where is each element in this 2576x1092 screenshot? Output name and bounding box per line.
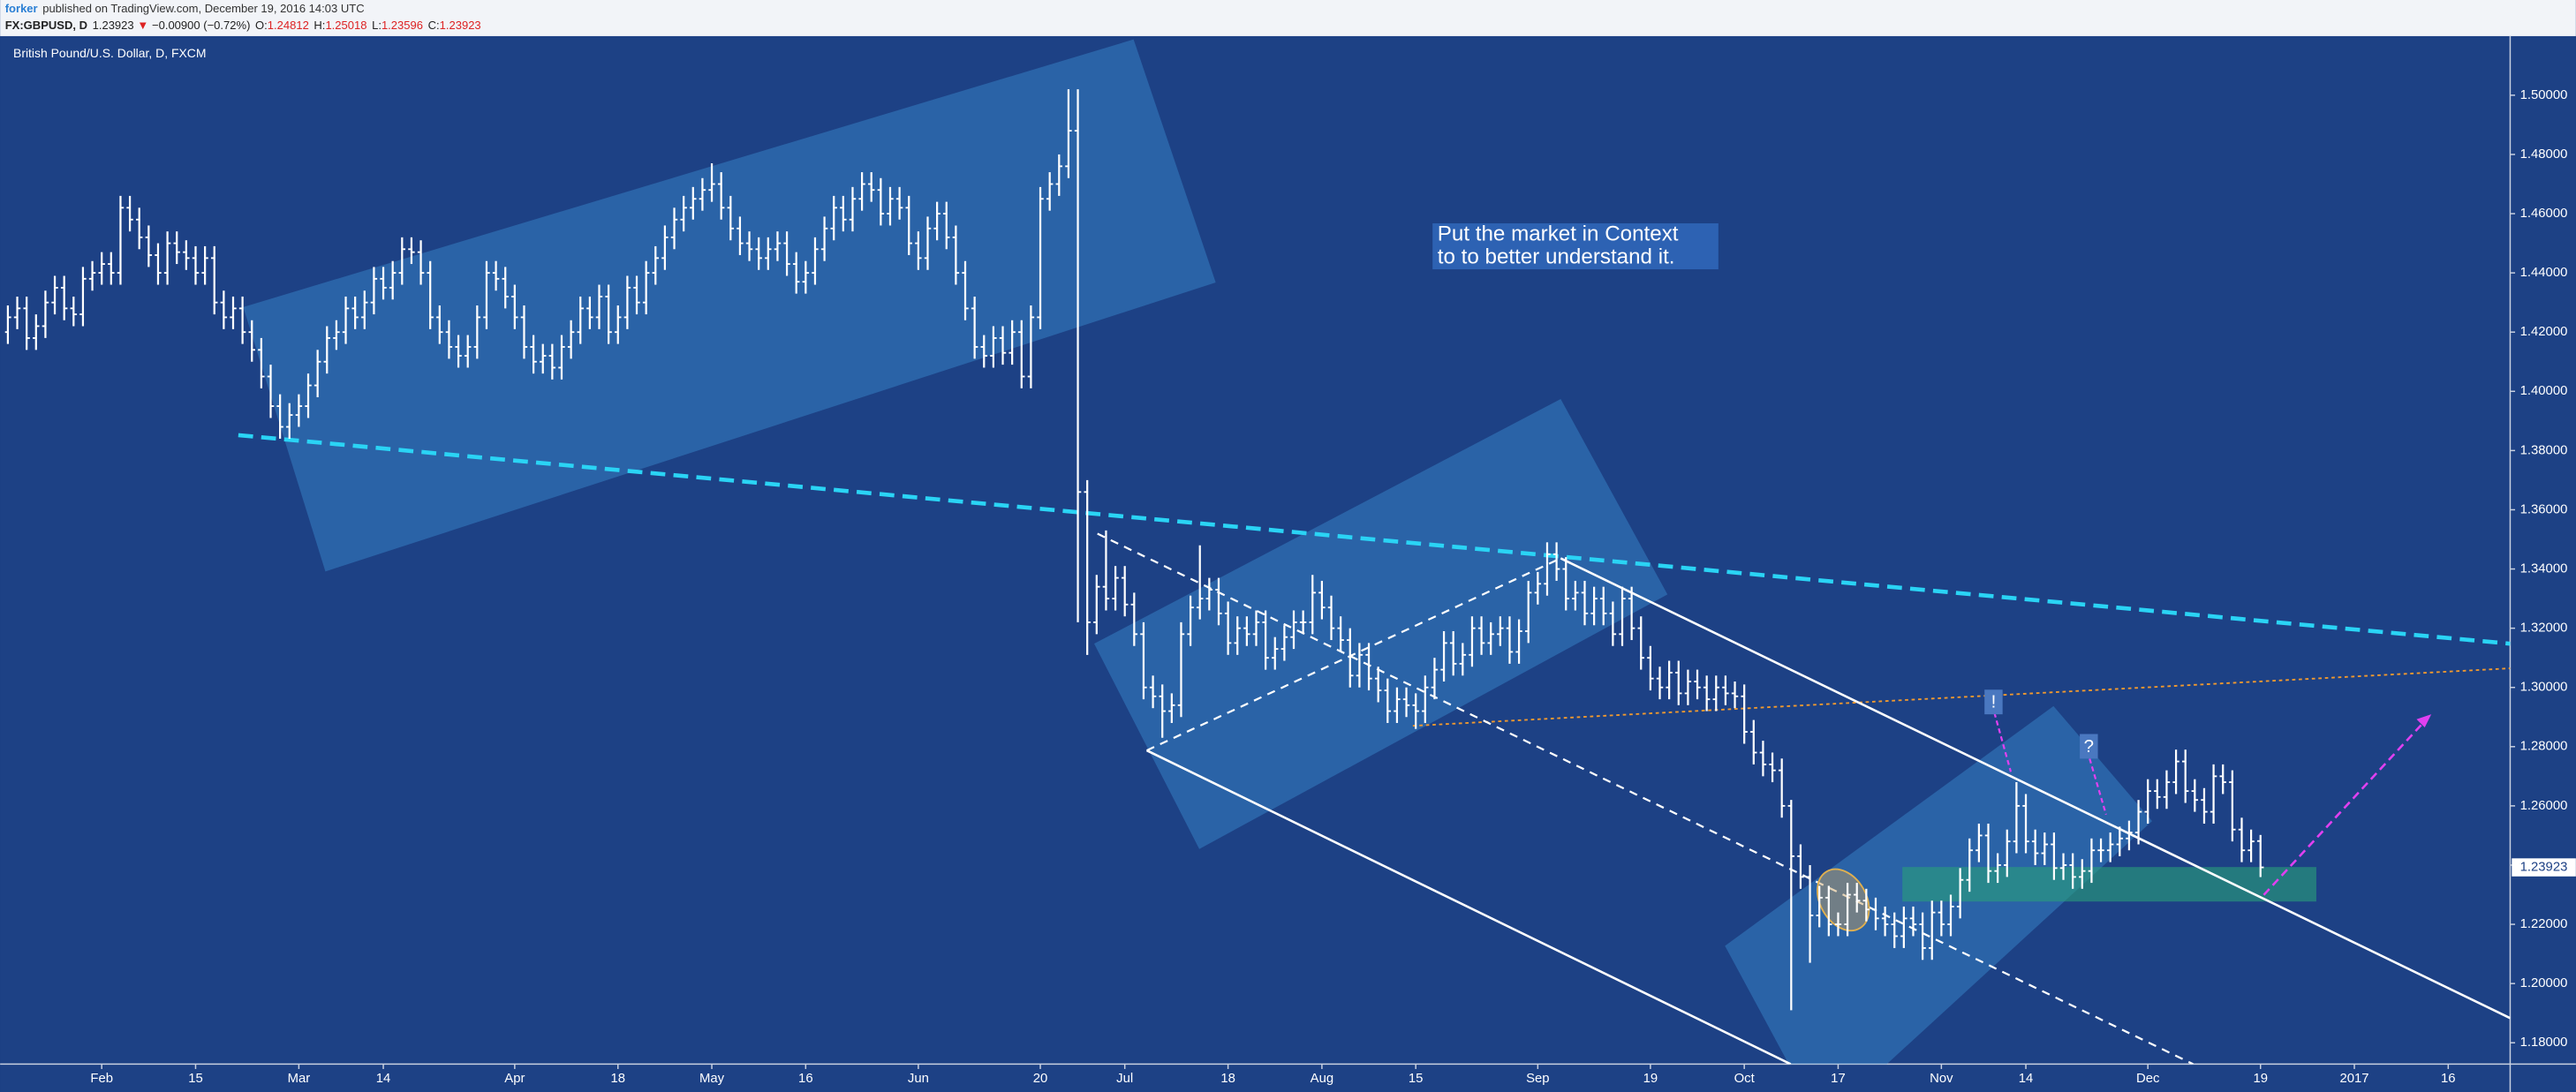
note-box (1432, 222, 1719, 270)
x-tick-label: Aug (1311, 1072, 1333, 1086)
pitchfork-line (1145, 749, 1792, 1065)
x-tick-label: Feb (90, 1072, 113, 1086)
y-tick-label: 1.20000 (2520, 976, 2568, 990)
high-value: 1.25018 (325, 19, 366, 32)
trend-line (238, 433, 2511, 646)
y-tick-label: 1.40000 (2520, 384, 2568, 398)
publish-line: forker published on TradingView.com, Dece… (5, 3, 365, 16)
direction: ▼ (137, 19, 148, 32)
note-text: Put the market in Context (1438, 222, 1679, 245)
axes: 1.180001.200001.220001.240001.260001.280… (90, 88, 2567, 1086)
x-tick-label: Jul (1116, 1072, 1133, 1086)
x-tick-label: 19 (1643, 1072, 1658, 1086)
y-tick-label: 1.30000 (2520, 681, 2568, 695)
x-tick-label: 14 (376, 1072, 391, 1086)
published: published on TradingView.com, December 1… (42, 3, 364, 16)
arrow-head (2416, 714, 2432, 728)
arrow (2089, 758, 2107, 815)
low-label: L: (372, 19, 381, 32)
close-label: C: (428, 19, 440, 32)
x-tick-label: 14 (2019, 1072, 2034, 1086)
price-bars (4, 89, 2264, 1011)
x-tick-label: 19 (2253, 1072, 2268, 1086)
x-tick-label: 18 (610, 1072, 625, 1086)
x-tick-label: 20 (1033, 1072, 1048, 1086)
x-tick-label: 16 (798, 1072, 813, 1086)
drawings (238, 39, 2511, 1065)
symbol: FX:GBPUSD, D (5, 19, 87, 32)
x-tick-label: Nov (1930, 1072, 1953, 1086)
y-tick-label: 1.46000 (2520, 207, 2568, 221)
pitchfork-line (1560, 557, 2511, 1020)
y-tick-label: 1.22000 (2520, 917, 2568, 931)
channel (243, 39, 1216, 572)
y-tick-label: 1.28000 (2520, 740, 2568, 754)
x-tick-label: 15 (1409, 1072, 1424, 1086)
y-tick-label: 1.34000 (2520, 561, 2568, 576)
callout-text: ? (2084, 736, 2094, 757)
arrow (1993, 712, 2013, 772)
header-bar (0, 0, 2576, 36)
price-tag-text: 1.23923 (2520, 860, 2568, 874)
x-tick-label: Oct (1734, 1072, 1756, 1086)
last-price: 1.23923 (93, 19, 134, 32)
channel (1094, 399, 1668, 849)
callout-box (2080, 734, 2098, 759)
price-tag (2512, 858, 2576, 877)
symbol-line: FX:GBPUSD, D 1.23923 ▼ −0.00900 (−0.72%) O:1… (5, 19, 481, 32)
close-value: 1.23923 (440, 19, 481, 32)
y-tick-label: 1.18000 (2520, 1036, 2568, 1050)
y-tick-label: 1.44000 (2520, 266, 2568, 280)
y-tick-label: 1.32000 (2520, 621, 2568, 636)
x-tick-label: Dec (2136, 1072, 2160, 1086)
y-tick-label: 1.26000 (2520, 799, 2568, 813)
x-tick-label: May (699, 1072, 725, 1086)
x-tick-label: 18 (1220, 1072, 1235, 1086)
x-tick-label: 17 (1831, 1072, 1846, 1086)
y-tick-label: 1.42000 (2520, 325, 2568, 339)
callout-box (1984, 689, 2003, 715)
low-value: 1.23596 (381, 19, 423, 32)
x-tick-label: 15 (188, 1072, 203, 1086)
x-tick-label: Jun (908, 1072, 929, 1086)
x-tick-label: Mar (288, 1072, 311, 1086)
open-value: 1.24812 (268, 19, 309, 32)
high-label: H: (314, 19, 325, 32)
chart-title: British Pound/U.S. Dollar, D, FXCM (13, 46, 206, 60)
pitchfork-line (1097, 532, 2194, 1065)
support-zone (1902, 867, 2316, 902)
trend-line (1412, 667, 2511, 727)
note-text: to to better understand it. (1438, 245, 1675, 268)
y-tick-label: 1.48000 (2520, 147, 2568, 162)
author[interactable]: forker (5, 3, 38, 16)
y-tick-label: 1.36000 (2520, 502, 2568, 516)
callout-text: ! (1991, 692, 1997, 712)
x-tick-label: Sep (1526, 1072, 1549, 1086)
y-tick-label: 1.50000 (2520, 88, 2568, 102)
pitchfork-line (1146, 557, 1561, 752)
y-tick-label: 1.38000 (2520, 443, 2568, 457)
arrow (2262, 717, 2429, 896)
open-label: O: (255, 19, 268, 32)
x-tick-label: 2017 (2339, 1072, 2368, 1086)
change: −0.00900 (−0.72%) (152, 19, 250, 32)
x-tick-label: 16 (2441, 1072, 2456, 1086)
x-tick-label: Apr (504, 1072, 525, 1086)
